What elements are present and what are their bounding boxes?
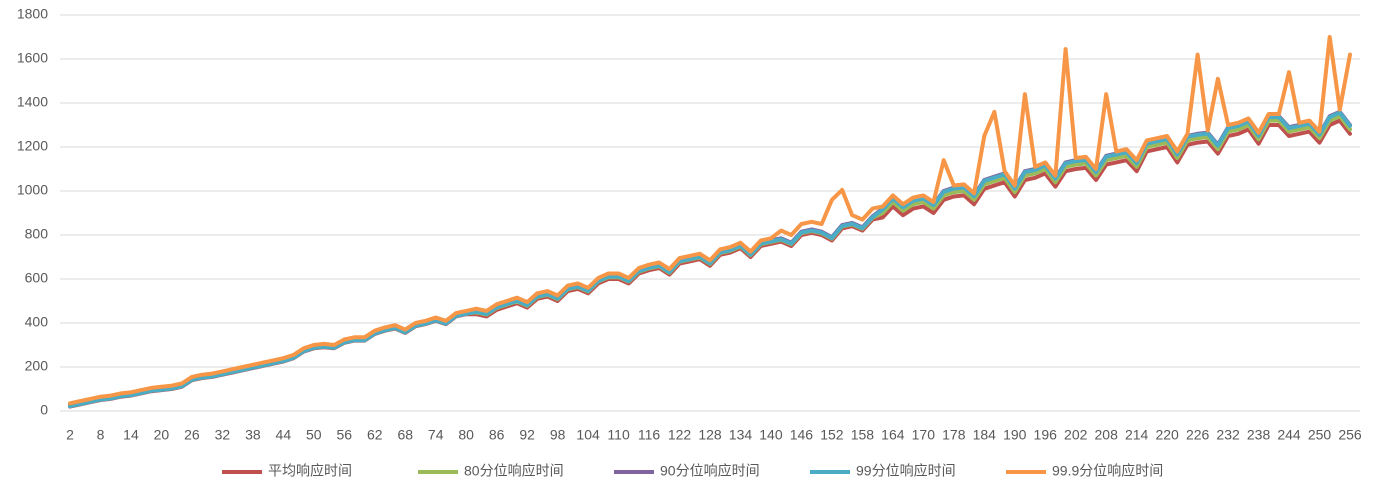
- y-tick-label: 1600: [17, 50, 48, 66]
- x-tick-label: 8: [97, 427, 105, 443]
- x-tick-label: 214: [1125, 427, 1149, 443]
- x-tick-label: 134: [729, 427, 753, 443]
- x-tick-label: 62: [367, 427, 383, 443]
- x-tick-label: 184: [973, 427, 997, 443]
- x-tick-label: 26: [184, 427, 200, 443]
- x-tick-label: 20: [154, 427, 170, 443]
- x-tick-label: 44: [276, 427, 292, 443]
- x-tick-label: 14: [123, 427, 139, 443]
- x-tick-label: 250: [1308, 427, 1332, 443]
- legend-label: 平均响应时间: [268, 463, 352, 479]
- x-tick-label: 238: [1247, 427, 1271, 443]
- y-tick-label: 1400: [17, 94, 48, 110]
- y-tick-label: 800: [25, 226, 49, 242]
- y-tick-label: 1200: [17, 138, 48, 154]
- x-tick-label: 202: [1064, 427, 1088, 443]
- x-tick-label: 110: [607, 427, 630, 443]
- x-tick-label: 56: [336, 427, 352, 443]
- series-line: [68, 110, 1352, 409]
- x-tick-label: 98: [550, 427, 566, 443]
- x-tick-label: 122: [668, 427, 692, 443]
- legend-label: 99分位响应时间: [856, 463, 956, 479]
- x-tick-label: 116: [638, 427, 661, 443]
- x-tick-label: 50: [306, 427, 322, 443]
- x-tick-label: 68: [397, 427, 413, 443]
- x-tick-label: 146: [790, 427, 814, 443]
- x-tick-label: 244: [1277, 427, 1301, 443]
- x-tick-label: 2: [66, 427, 74, 443]
- y-tick-label: 0: [40, 402, 48, 418]
- y-tick-label: 200: [25, 358, 49, 374]
- x-tick-label: 80: [458, 427, 474, 443]
- x-tick-label: 256: [1338, 427, 1362, 443]
- y-tick-label: 1000: [17, 182, 48, 198]
- x-tick-label: 38: [245, 427, 261, 443]
- x-tick-label: 128: [698, 427, 722, 443]
- x-tick-label: 232: [1216, 427, 1240, 443]
- x-tick-label: 152: [820, 427, 844, 443]
- legend-label: 80分位响应时间: [464, 463, 564, 479]
- x-tick-label: 104: [576, 427, 600, 443]
- y-tick-label: 1800: [17, 6, 48, 22]
- x-tick-label: 178: [942, 427, 966, 443]
- x-tick-label: 170: [912, 427, 936, 443]
- legend-label: 90分位响应时间: [660, 463, 760, 479]
- x-tick-label: 220: [1155, 427, 1179, 443]
- series-line: [68, 35, 1352, 406]
- x-tick-label: 208: [1095, 427, 1119, 443]
- x-tick-label: 86: [489, 427, 505, 443]
- x-tick-label: 190: [1003, 427, 1027, 443]
- legend-label: 99.9分位响应时间: [1052, 463, 1163, 479]
- x-tick-label: 140: [759, 427, 783, 443]
- y-tick-label: 600: [25, 270, 49, 286]
- y-tick-label: 400: [25, 314, 49, 330]
- x-tick-label: 158: [851, 427, 875, 443]
- x-tick-label: 92: [519, 427, 535, 443]
- x-tick-label: 226: [1186, 427, 1210, 443]
- x-tick-label: 196: [1034, 427, 1058, 443]
- x-tick-label: 32: [215, 427, 231, 443]
- x-tick-label: 164: [881, 427, 905, 443]
- x-tick-label: 74: [428, 427, 444, 443]
